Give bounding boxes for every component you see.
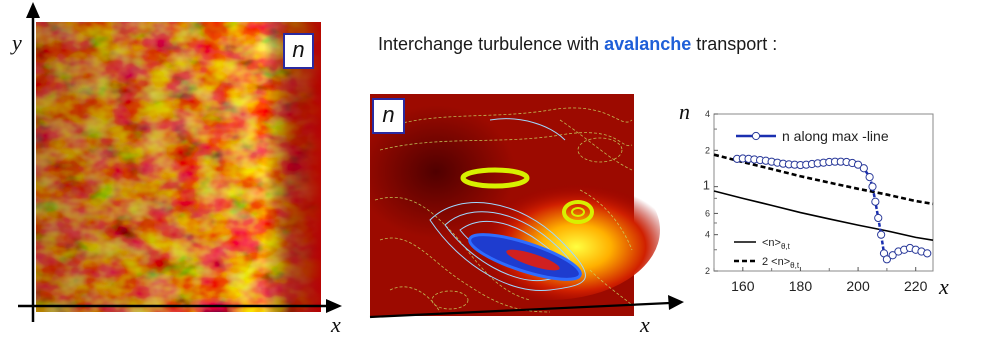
chart-x-label: x — [939, 274, 949, 299]
y-tick-label: 2 — [705, 145, 710, 155]
page-title: Interchange turbulence with avalanche tr… — [378, 34, 777, 55]
field-label-box: n — [372, 98, 405, 134]
series-mean-line — [713, 190, 934, 241]
y-tick-label: 6 — [705, 208, 710, 218]
x-axis-label: x — [640, 312, 650, 337]
plot-frame — [713, 113, 934, 272]
x-axis-arrow-icon — [326, 299, 342, 313]
middle-panel — [369, 94, 684, 319]
title-keyword: avalanche — [604, 34, 692, 54]
left-panel — [18, 2, 342, 322]
series-max-point — [874, 213, 883, 223]
y-tick-label: 1 — [703, 178, 710, 193]
vortex-core — [506, 249, 560, 271]
chart-y-label: n — [679, 99, 690, 124]
series-max-point — [923, 249, 932, 258]
density-chart: 4 2 1 6 4 2 160 180 200 220 n along max -line <n>θ,… — [703, 109, 934, 294]
series-max-point — [882, 255, 891, 264]
positive-vortex-ring-small — [562, 200, 594, 224]
series-max-point — [888, 251, 897, 260]
y-tick-label: 4 — [705, 230, 710, 240]
x-tick-label: 200 — [846, 278, 870, 294]
x-tick-label: 220 — [904, 278, 928, 294]
y-axis-arrow-icon — [26, 2, 40, 18]
positive-vortex-ring — [460, 167, 530, 189]
legend-max-label: n along max -line — [782, 128, 889, 144]
y-axis-label: y — [12, 30, 22, 55]
series-max-point — [871, 197, 880, 206]
series-max-point — [865, 172, 874, 182]
series-max-point — [868, 182, 877, 191]
legend-2mean-label: 2 <n>θ,t — [762, 256, 800, 270]
field-label-box: n — [283, 33, 314, 69]
series-max-point — [853, 160, 863, 169]
x-axis — [369, 301, 671, 319]
x-axis-label: x — [331, 312, 341, 337]
y-tick-label: 2 — [705, 266, 710, 276]
series-max-point — [859, 164, 868, 173]
x-tick-label: 160 — [731, 278, 755, 294]
title-prefix: Interchange turbulence with — [378, 34, 605, 54]
x-axis-arrow-icon — [668, 295, 684, 310]
y-tick-label: 4 — [705, 109, 710, 119]
series-max-point — [877, 230, 886, 239]
x-tick-label: 180 — [789, 278, 813, 294]
legend-mean-label: <n>θ,t — [762, 237, 791, 251]
legend-max-marker — [751, 131, 761, 141]
dashed-contours — [374, 107, 633, 313]
title-suffix: transport : — [691, 34, 778, 54]
